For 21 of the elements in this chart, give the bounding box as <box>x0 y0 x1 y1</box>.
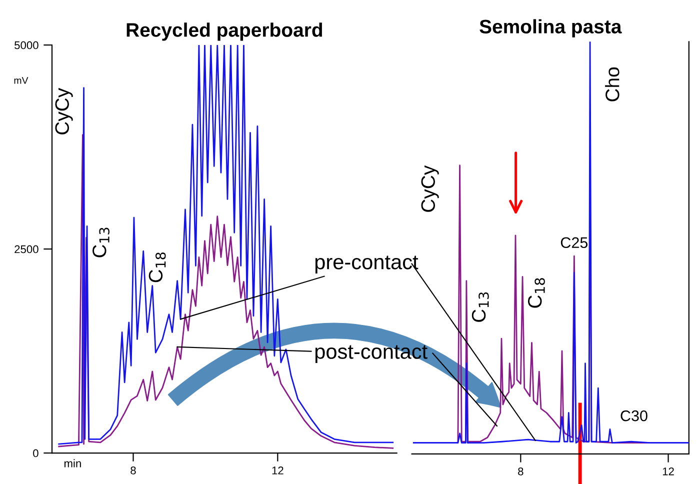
y-tick-label: 0 <box>33 449 38 458</box>
chart-title: Semolina pasta <box>480 19 622 38</box>
y-axis-title: mV <box>14 77 28 84</box>
annotation: C$_{18}$ <box>148 252 166 282</box>
annotation: C25 <box>560 237 588 248</box>
annotation: C$_{18}$ <box>528 278 545 308</box>
annotation: C30 <box>620 410 648 422</box>
annotation: pre-contact <box>315 256 418 274</box>
x-tick-label: 8 <box>518 467 524 476</box>
annotation: CyCy <box>421 165 439 212</box>
y-tick-label: 2500 <box>14 245 38 254</box>
annotation: C$_{13}$ <box>92 228 110 258</box>
x-tick-label: 8 <box>130 466 136 474</box>
annotation: CyCy <box>55 88 73 134</box>
x-tick-label: 12 <box>662 467 674 476</box>
chart-title: Recycled paperboard <box>126 22 322 41</box>
annotation: C$_{13}$ <box>472 292 489 322</box>
x-axis-title: min <box>64 459 81 468</box>
y-tick-label: 5000 <box>14 41 38 50</box>
annotation: Cho <box>605 67 620 102</box>
x-tick-label: 12 <box>272 466 284 474</box>
